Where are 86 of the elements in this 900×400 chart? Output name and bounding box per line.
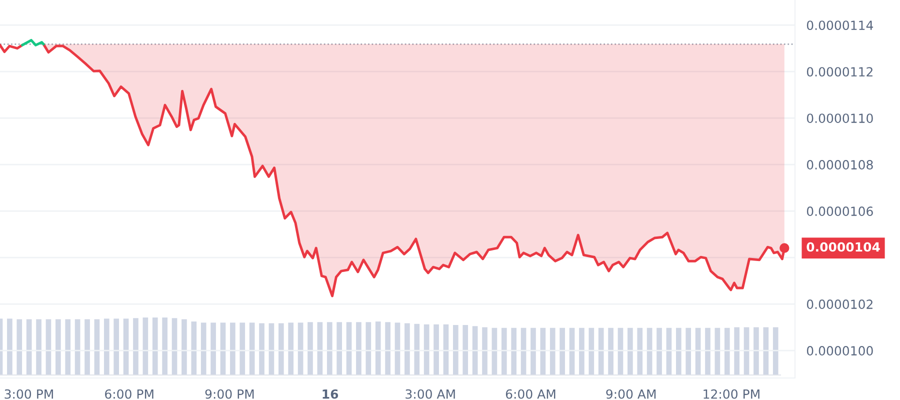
bar xyxy=(288,322,294,375)
y-tick-label: 0.0000100 xyxy=(806,346,873,356)
bar xyxy=(26,319,32,375)
x-tick-label: 3:00 AM xyxy=(406,389,455,399)
bar xyxy=(278,323,284,375)
bar xyxy=(772,327,778,375)
bar xyxy=(46,319,52,375)
y-tick-label: 0.0000102 xyxy=(806,300,872,309)
bar xyxy=(104,318,110,375)
bar xyxy=(56,319,61,375)
bar xyxy=(191,322,197,375)
bar xyxy=(424,324,430,375)
y-tick-label: 0.0000108 xyxy=(806,160,873,170)
bar xyxy=(162,318,168,375)
bar xyxy=(394,322,400,375)
bar xyxy=(608,328,614,375)
bar xyxy=(472,326,478,375)
bar xyxy=(550,328,556,375)
bar xyxy=(462,324,468,375)
bar xyxy=(705,328,710,375)
bar xyxy=(133,318,138,375)
bar xyxy=(298,322,304,375)
bar xyxy=(734,327,740,375)
bar xyxy=(268,323,274,375)
bar xyxy=(16,319,22,375)
x-tick-label: 3:00 PM xyxy=(4,389,53,399)
bar xyxy=(656,328,662,375)
bar xyxy=(686,328,692,375)
bar xyxy=(356,322,362,375)
bar xyxy=(724,328,730,375)
bar xyxy=(404,323,410,375)
bar xyxy=(511,328,517,375)
bar xyxy=(326,322,332,375)
bar xyxy=(152,318,158,375)
bar xyxy=(453,324,458,375)
bar xyxy=(763,327,769,375)
bar xyxy=(628,328,633,375)
bar xyxy=(366,322,372,375)
y-tick-label: 0.0000110 xyxy=(806,114,873,124)
bar xyxy=(754,327,759,375)
y-tick-label: 0.0000114 xyxy=(806,20,874,30)
bar xyxy=(308,322,313,375)
x-tick-label: 9:00 AM xyxy=(606,389,656,399)
x-tick-label: 9:00 PM xyxy=(205,389,254,399)
x-tick-label: 6:00 AM xyxy=(506,389,556,399)
bar xyxy=(414,324,420,375)
bar xyxy=(7,318,12,375)
bar xyxy=(259,323,264,375)
bar xyxy=(588,328,594,375)
bar xyxy=(240,322,246,375)
bar xyxy=(84,319,90,375)
bar xyxy=(200,322,206,375)
bar xyxy=(375,322,381,375)
bar xyxy=(336,322,342,375)
x-tick-label: 12:00 PM xyxy=(704,389,760,399)
bar xyxy=(172,318,178,375)
bar xyxy=(142,318,148,375)
bar xyxy=(501,328,507,375)
bar xyxy=(220,322,226,375)
x-tick-label: 16 xyxy=(322,389,338,399)
bar xyxy=(598,328,604,375)
bar xyxy=(346,322,352,375)
bar xyxy=(114,318,120,375)
bar xyxy=(249,322,255,375)
annotation: 0.0000104 xyxy=(806,242,880,252)
bar xyxy=(637,328,643,375)
bar xyxy=(74,319,80,375)
bar xyxy=(560,328,565,375)
x-tick-label: 6:00 PM xyxy=(105,389,154,399)
bar xyxy=(123,318,129,375)
bar xyxy=(94,319,100,375)
y-tick-label: 0.0000106 xyxy=(806,206,873,216)
bar xyxy=(210,322,216,375)
bar xyxy=(676,328,682,375)
bar xyxy=(65,319,71,375)
bar xyxy=(317,322,323,375)
bar xyxy=(530,328,536,375)
bar xyxy=(579,328,584,375)
y-tick-label: 0.0000112 xyxy=(806,67,872,77)
bar xyxy=(36,319,42,375)
bar xyxy=(385,322,390,375)
bar xyxy=(482,327,488,375)
bar xyxy=(230,322,236,375)
bar xyxy=(434,324,439,375)
bar xyxy=(443,324,449,375)
bar xyxy=(182,319,187,375)
